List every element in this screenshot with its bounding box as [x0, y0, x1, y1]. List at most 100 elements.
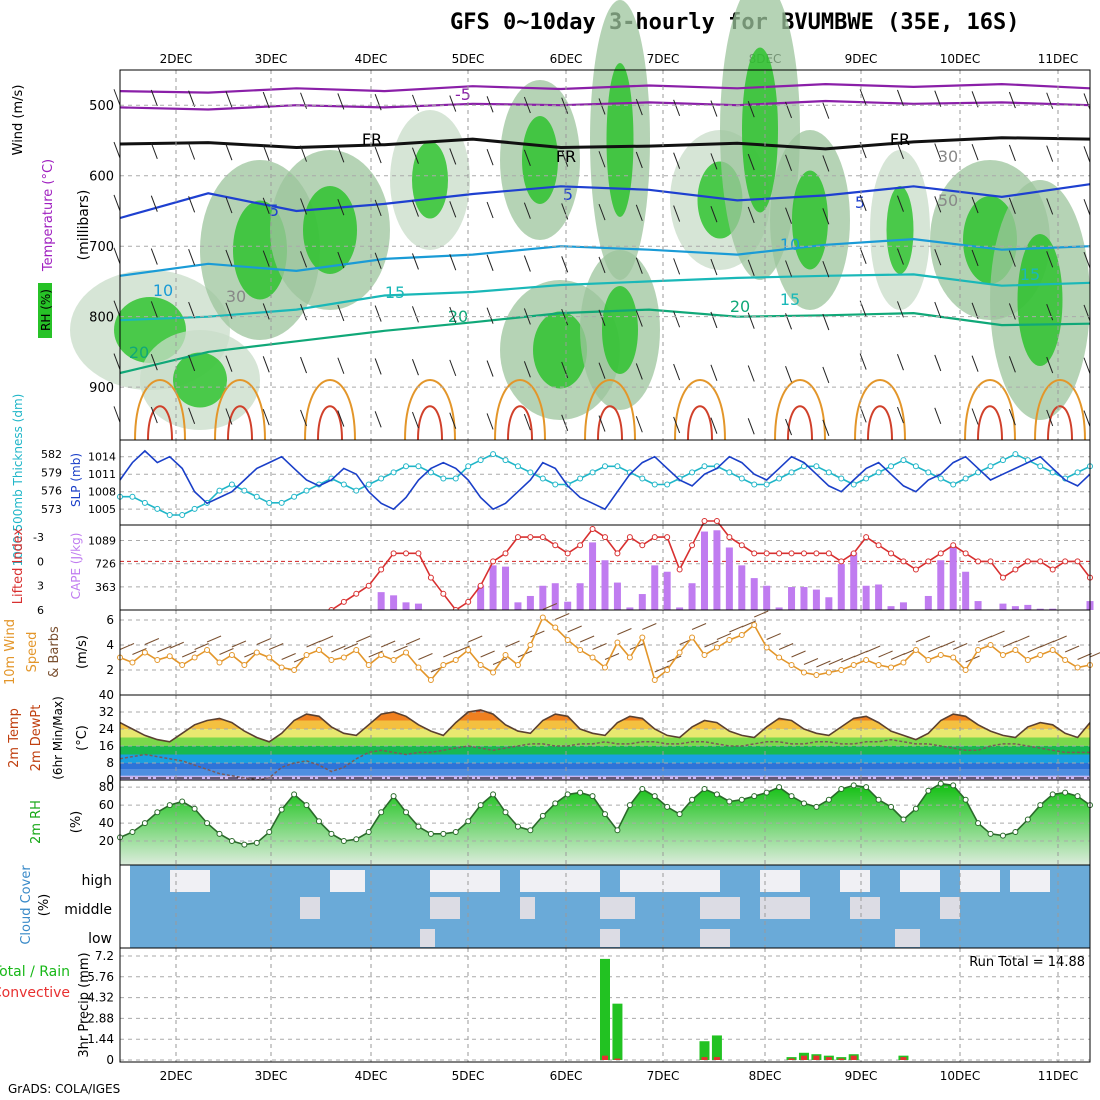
convective-bar [825, 1057, 832, 1060]
slp-tick: 1014 [88, 451, 116, 464]
wind-speed-line-point [999, 652, 1006, 658]
thickness-line-point [788, 469, 795, 476]
wind-barb [859, 194, 867, 212]
thickness-line-point [751, 481, 758, 488]
lifted-index-line-point [850, 550, 857, 557]
lifted-index-line-point [1062, 558, 1069, 565]
thickness-line-point [602, 463, 608, 470]
slp-tick: 1011 [88, 468, 116, 481]
wind-barb [188, 407, 196, 424]
lifted-index-line-point [1024, 558, 1031, 565]
wind-speed-line-point [838, 667, 845, 673]
thickness-line-point [1049, 469, 1056, 476]
surface-wind-barb [990, 630, 1005, 638]
rh-shading-core [412, 141, 448, 219]
thickness-line-point [291, 493, 298, 500]
thickness-line-point [950, 481, 957, 488]
wind-barb [896, 89, 904, 107]
surface-wind-barb [579, 635, 595, 643]
surface-wind-barb [592, 643, 607, 650]
wind-barb [934, 301, 942, 319]
wind-barb [859, 89, 867, 106]
wind-barb [896, 301, 904, 318]
wind-barb [598, 98, 606, 115]
wind-barb [971, 355, 979, 372]
rh-line-point [166, 802, 173, 809]
wind-barb [747, 365, 755, 382]
thickness-line-point [900, 457, 907, 464]
temp-ylabel-4: (°C) [75, 725, 90, 751]
wind-barb [374, 358, 382, 375]
wind-barb [598, 362, 606, 379]
wind-barb [449, 306, 457, 324]
wind-barb [188, 249, 196, 266]
wind-barb [225, 249, 233, 267]
wind-speed-line-point [303, 652, 310, 658]
wind-barb [300, 198, 308, 215]
wind-barb [523, 361, 531, 378]
wind-barb [523, 255, 531, 272]
lifted-index-line-point [502, 550, 509, 557]
wind-barb [1046, 198, 1054, 215]
thickness-line-point [465, 463, 472, 470]
wind-barb [300, 92, 308, 109]
rh-line-point [564, 791, 571, 798]
wind-barb [449, 412, 457, 429]
wind-speed-line-point [726, 637, 733, 643]
surface-wind-barb [368, 650, 383, 658]
wind-barb [300, 409, 308, 427]
wind-barb [225, 196, 233, 214]
date-label-top: 6DEC [550, 52, 583, 66]
surface-wind-barb [791, 650, 806, 658]
wind-barb [561, 256, 569, 273]
wind-barb [896, 248, 904, 265]
thickness-line-point [179, 512, 186, 518]
wind-barb [449, 148, 457, 165]
temperature-isotherm [119, 136, 1091, 151]
wind-barb [1008, 144, 1016, 162]
cape-bar [713, 530, 721, 610]
wind-speed-line-point [925, 657, 932, 663]
lifted-index-line-point [1012, 566, 1019, 573]
li-tick: 6 [37, 604, 44, 617]
cloud-ylabel-2: (%) [37, 894, 52, 917]
wind-barb [262, 409, 270, 426]
warm-contour [774, 379, 826, 441]
wind-barb [1083, 146, 1091, 163]
middle-cloud [520, 897, 535, 919]
wind-barb [710, 311, 718, 329]
wind-barb [113, 194, 121, 212]
wind-barb [113, 141, 121, 159]
precip-bar [600, 958, 610, 1060]
rh-line-point [502, 809, 509, 816]
date-label-bottom: 9DEC [845, 1069, 878, 1083]
rh-line-point [763, 789, 770, 796]
surface-wind-barb [1089, 652, 1100, 658]
surface-wind-barb [1064, 645, 1080, 653]
wind-speed-line-point [440, 662, 447, 668]
lifted-index-line-point [888, 550, 895, 557]
pressure-tick: 600 [89, 170, 114, 185]
surface-wind-barb [1002, 640, 1018, 648]
high-cloud [760, 870, 800, 892]
rh-area [120, 783, 1090, 865]
wind-barb [523, 308, 531, 325]
wind-speed-line-point [179, 662, 186, 668]
lifted-index-line-point [465, 598, 472, 605]
rh-shading-core [522, 116, 558, 204]
wind-barb [150, 301, 158, 318]
surface-wind-barb [1040, 640, 1055, 648]
rh-line-point [1037, 802, 1044, 809]
precip-bar [699, 1041, 710, 1060]
rh-shading-core [602, 286, 638, 374]
convective-bar [602, 1055, 608, 1060]
hot-contour [867, 405, 893, 441]
thickness-line-point [776, 475, 783, 482]
wind-speed-line-point [602, 664, 608, 671]
wind-barb [561, 308, 569, 326]
temp-tick: 16 [99, 739, 114, 753]
surface-wind-barb [1077, 653, 1092, 660]
wind-barb [1008, 197, 1016, 214]
hot-contour [417, 405, 443, 441]
thickness-line-point [987, 463, 994, 470]
